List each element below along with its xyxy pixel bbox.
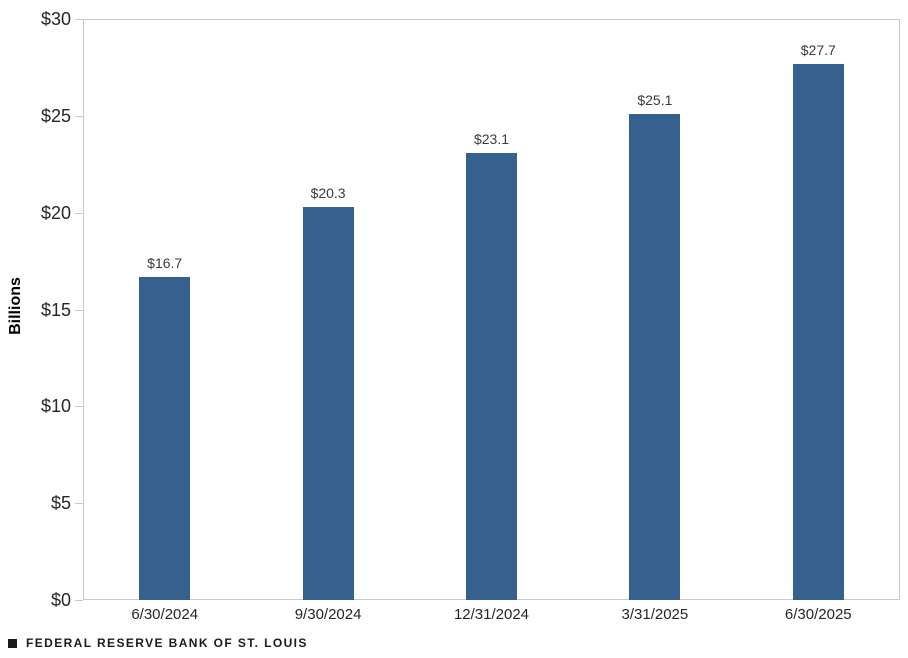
y-axis-tick: [75, 503, 83, 505]
x-axis-tick-label: 6/30/2024: [131, 606, 199, 623]
bar: [466, 152, 517, 600]
y-axis-tick: [75, 212, 83, 214]
bar: [792, 63, 844, 600]
y-axis-tick: [75, 115, 83, 117]
y-axis-tick-label: $25: [40, 105, 71, 126]
bar-value-label: $23.1: [473, 130, 510, 147]
y-axis-tick-label: $10: [40, 396, 71, 417]
source-attribution-label: FEDERAL RESERVE BANK OF ST. LOUIS: [26, 636, 308, 650]
y-axis-tick-label: $0: [50, 590, 71, 610]
bar-value-label: $16.7: [147, 254, 183, 271]
bar: [139, 276, 191, 600]
bar: [302, 206, 354, 600]
black-square-marker-icon: [8, 638, 17, 648]
source-attribution: FEDERAL RESERVE BANK OF ST. LOUIS: [8, 636, 308, 650]
x-axis-tick-label: 3/31/2025: [621, 606, 689, 623]
y-axis-tick-label: $5: [50, 493, 71, 514]
y-axis-tick: [75, 19, 83, 20]
y-axis-tick-label: $30: [40, 9, 71, 29]
y-axis-tick: [75, 309, 83, 311]
x-axis-tick-label: 12/31/2024: [453, 606, 530, 623]
bar-value-label: $20.3: [310, 184, 346, 201]
bar-value-label: $27.7: [800, 41, 836, 58]
bar-value-label: $25.1: [637, 91, 673, 108]
y-axis-tick: [75, 600, 83, 601]
x-axis-tick-label: 6/30/2025: [784, 606, 852, 623]
y-axis-tick-label: $15: [40, 299, 71, 320]
y-axis-tick-label: $20: [40, 202, 71, 223]
y-axis-tick: [75, 406, 83, 408]
x-axis-tick-label: 9/30/2024: [294, 606, 362, 623]
bar: [629, 113, 681, 600]
